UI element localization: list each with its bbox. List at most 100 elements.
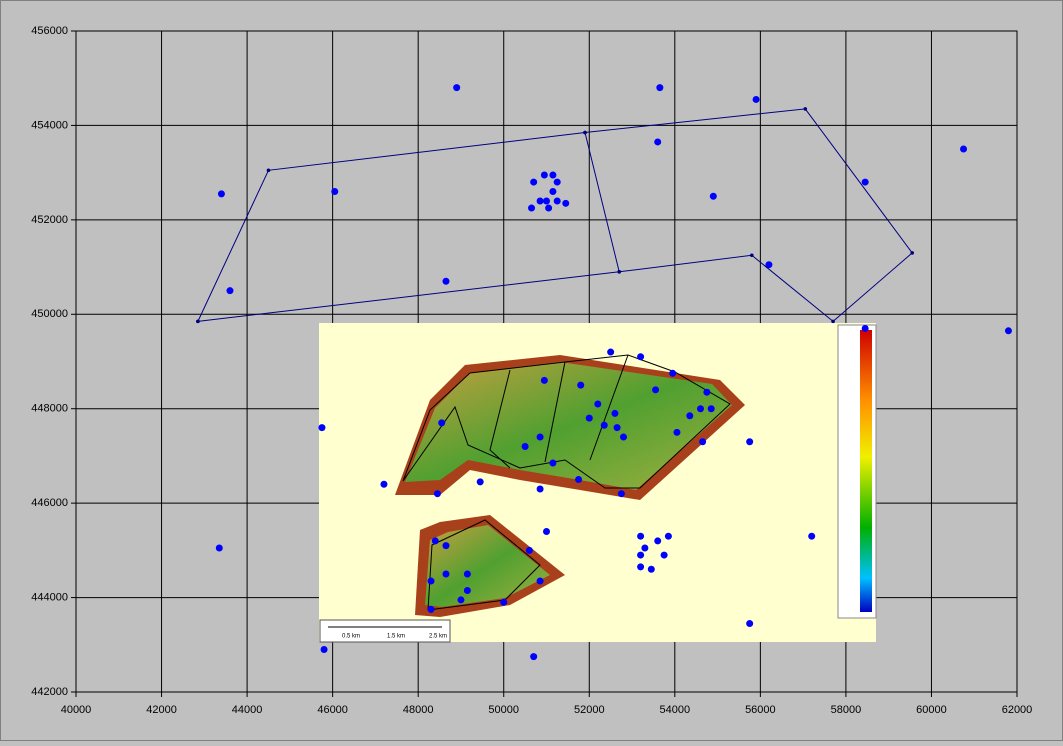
vertex [617,269,622,274]
point [438,419,446,427]
x-tick-label: 40000 [61,704,92,716]
point [746,620,754,628]
point [463,570,471,578]
point [500,598,508,606]
point [673,428,681,436]
point [530,653,538,661]
y-tick-label: 450000 [31,308,68,320]
x-tick-label: 46000 [317,704,348,716]
colorbar [860,330,872,612]
point [545,204,553,212]
point [637,532,645,540]
point [536,577,544,585]
y-tick-label: 446000 [31,497,68,509]
point [320,646,328,654]
inset-line [489,369,511,469]
point [808,532,816,540]
point [540,171,548,179]
inset-line [544,361,566,463]
marks [196,84,1012,661]
vertex [583,130,587,135]
inset-outline [427,519,541,611]
vertex [196,319,200,324]
point [536,197,544,205]
point [463,586,471,594]
point [654,138,662,146]
point [536,433,544,441]
x-tick-label: 42000 [146,704,177,716]
scale-label: 2.5 km [429,634,447,640]
y-tick-label: 456000 [31,25,68,37]
point [709,192,717,200]
scale-label: 1.5 km [387,634,405,640]
point [637,551,645,559]
point [660,551,668,559]
point [652,386,660,394]
point [707,405,715,413]
terrain-north-inner [405,362,732,490]
y-tick-label: 444000 [31,591,68,603]
vertex [831,319,835,324]
point [617,490,625,498]
x-tick-label: 48000 [403,704,434,716]
plot-border [75,30,1018,693]
point [442,277,450,285]
point [543,197,550,205]
y-tick-label: 452000 [31,214,68,226]
y-tick-label: 448000 [31,403,68,415]
inset-map: 0.5 km 1.5 km 2.5 km [319,323,877,643]
vertex [750,253,754,258]
x-tick-label: 58000 [831,704,862,716]
point [549,188,557,196]
point [553,178,561,186]
point [427,577,435,585]
point [637,563,645,571]
x-tick-label: 62000 [1002,704,1033,716]
point [442,542,450,550]
point [686,412,694,420]
scale-bar-box [319,619,451,643]
point [647,565,655,573]
point [562,199,570,207]
point [577,381,585,389]
point [536,485,544,493]
point [664,532,672,540]
point [331,188,339,196]
point [641,544,649,552]
point [528,204,536,212]
point [600,421,608,429]
point [699,438,707,446]
point [861,324,869,332]
x-tick-label: 60000 [916,704,947,716]
x-tick-label: 56000 [745,704,776,716]
point [613,424,621,432]
point [553,197,561,205]
point [549,171,557,179]
point [476,478,484,486]
point [656,84,664,92]
x-tick-label: 44000 [232,704,263,716]
point [427,605,435,613]
vertex [910,251,915,255]
point [543,527,550,535]
point [540,376,548,384]
point [654,537,662,545]
point [696,405,704,413]
point [585,414,593,422]
point [431,537,439,545]
point [453,84,461,92]
x-tick-label: 50000 [488,704,519,716]
point [619,433,627,441]
point [594,400,602,408]
point [1004,327,1012,335]
point [226,287,234,295]
point [549,459,557,467]
point [861,178,869,186]
vertex [803,107,808,111]
point [611,409,619,417]
point [215,544,223,552]
point [217,190,225,198]
point [525,546,533,554]
